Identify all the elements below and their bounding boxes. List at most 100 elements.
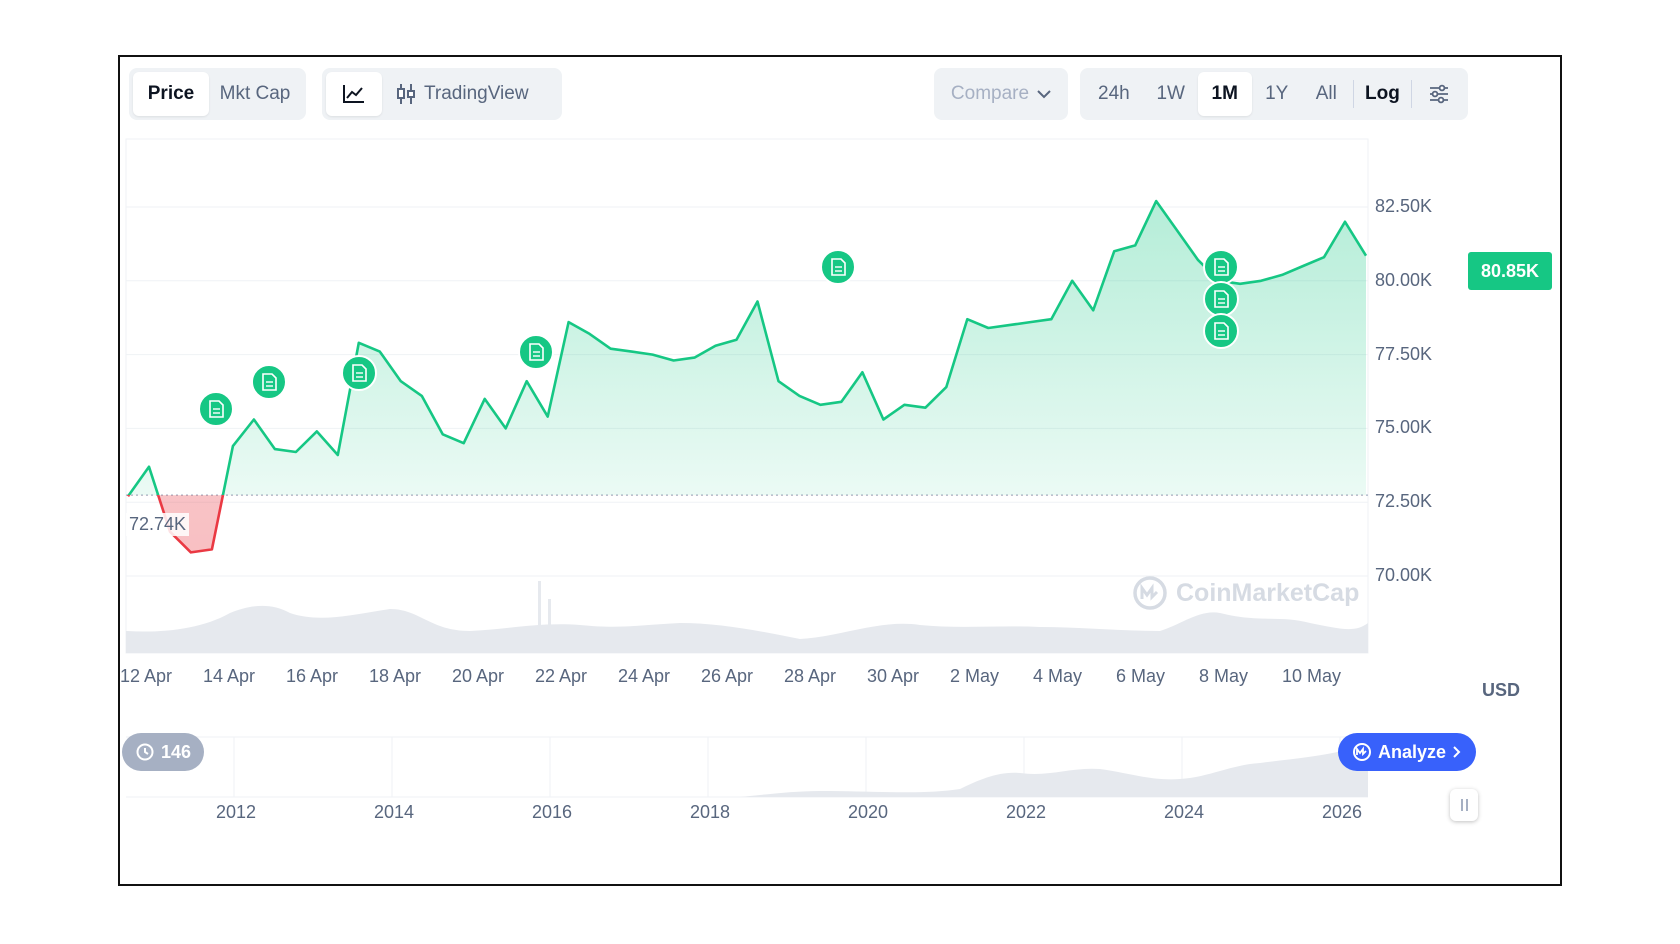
range-all[interactable]: All [1315, 83, 1337, 104]
news-markers [198, 249, 1239, 427]
price-point [734, 337, 740, 343]
price-point [230, 443, 236, 449]
price-chart[interactable] [120, 57, 1560, 884]
price-point [1048, 316, 1054, 322]
x-tick-label: 8 May [1199, 666, 1249, 686]
price-point [125, 493, 131, 499]
compare-label: Compare [950, 83, 1030, 104]
price-point [1132, 242, 1138, 248]
compare-dropdown[interactable]: Compare [934, 68, 1068, 120]
price-point [314, 428, 320, 434]
price-point [922, 405, 928, 411]
news-marker[interactable] [251, 364, 287, 400]
y-tick-label: 80.00K [1375, 269, 1433, 290]
year-tick-label: 2024 [1164, 802, 1205, 822]
price-point [650, 352, 656, 358]
tab-mkt-cap[interactable]: Mkt Cap [219, 83, 291, 104]
analyze-button[interactable]: Analyze [1338, 733, 1476, 771]
price-point [629, 349, 635, 355]
price-point [1195, 257, 1201, 263]
history-icon [136, 743, 154, 761]
chart-settings-button[interactable] [1414, 72, 1464, 116]
price-point [461, 440, 467, 446]
analyze-icon [1352, 743, 1371, 761]
x-tick-label: 12 Apr [120, 666, 173, 686]
price-point [817, 402, 823, 408]
x-tick-label: 18 Apr [369, 666, 422, 686]
price-point [1069, 278, 1075, 284]
year-tick-label: 2016 [532, 802, 573, 822]
price-point [1258, 278, 1264, 284]
year-tick-label: 2026 [1322, 802, 1363, 822]
currency-label: USD [1482, 680, 1521, 700]
range-1m[interactable]: 1M [1197, 72, 1252, 116]
time-range-tabs: 24h 1W 1M 1Y All Log [1080, 68, 1468, 120]
price-point [440, 431, 446, 437]
price-point [251, 417, 257, 423]
volume-spike [548, 599, 551, 653]
price-point [188, 549, 194, 555]
y-tick-label: 77.50K [1375, 343, 1433, 364]
x-tick-label: 24 Apr [618, 666, 671, 686]
price-point [1027, 319, 1033, 325]
watermark-text: CoinMarketCap [1176, 578, 1360, 607]
x-tick-label: 30 Apr [867, 666, 920, 686]
watermark: CoinMarketCap [1132, 575, 1359, 611]
year-tick-label: 2018 [690, 802, 731, 822]
price-point [503, 425, 509, 431]
price-point [1237, 281, 1243, 287]
tab-price[interactable]: Price [133, 72, 209, 116]
year-tick-label: 2014 [374, 802, 415, 822]
price-point [566, 319, 572, 325]
price-point [901, 402, 907, 408]
current-price-badge: 80.85K [1468, 252, 1552, 290]
tradingview-button[interactable]: TradingView [382, 72, 543, 116]
y-tick-label: 82.50K [1375, 196, 1433, 216]
range-1y[interactable]: 1Y [1265, 83, 1289, 104]
price-point [859, 369, 865, 375]
x-tick-label: 6 May [1116, 666, 1166, 686]
news-marker[interactable] [1203, 249, 1239, 285]
year-tick-label: 2012 [216, 802, 257, 822]
news-marker[interactable] [1203, 313, 1239, 349]
x-tick-label: 22 Apr [535, 666, 588, 686]
data-type-tabs: Price Mkt Cap [129, 68, 306, 120]
price-point [545, 414, 551, 420]
price-point [398, 378, 404, 384]
price-point [1363, 253, 1369, 259]
y-tick-label: 70.00K [1375, 565, 1433, 585]
range-handle[interactable] [1450, 789, 1478, 821]
range-navigator[interactable] [126, 736, 1368, 798]
x-tick-label: 14 Apr [203, 666, 256, 686]
x-tick-label: 10 May [1282, 666, 1342, 686]
y-tick-label: 72.50K [1375, 491, 1433, 512]
x-tick-label: 20 Apr [452, 666, 505, 686]
divider [1411, 80, 1412, 108]
coinmarketcap-logo-icon [1133, 576, 1167, 610]
x-tick-label: 2 May [950, 666, 1000, 686]
news-marker[interactable] [820, 249, 856, 285]
price-point [272, 446, 278, 452]
history-badge[interactable]: 146 [122, 733, 204, 771]
news-marker[interactable] [518, 334, 554, 370]
log-scale-toggle[interactable]: Log [1365, 83, 1400, 104]
news-marker[interactable] [198, 391, 234, 427]
x-tick-label: 4 May [1033, 666, 1083, 686]
history-count: 146 [160, 741, 192, 762]
price-point [796, 393, 802, 399]
x-tick-label: 26 Apr [701, 666, 754, 686]
price-point [146, 464, 152, 470]
price-point [838, 399, 844, 405]
analyze-label: Analyze [1377, 741, 1447, 762]
price-point [964, 316, 970, 322]
chevron-right-icon [1453, 746, 1461, 758]
line-chart-button[interactable] [326, 72, 382, 116]
range-1w[interactable]: 1W [1156, 83, 1185, 104]
range-24h[interactable]: 24h [1098, 83, 1130, 104]
price-point [1153, 198, 1159, 204]
price-point [943, 384, 949, 390]
news-marker[interactable] [341, 355, 377, 391]
line-chart-icon [343, 85, 364, 103]
news-marker[interactable] [1203, 281, 1239, 317]
price-point [1006, 322, 1012, 328]
